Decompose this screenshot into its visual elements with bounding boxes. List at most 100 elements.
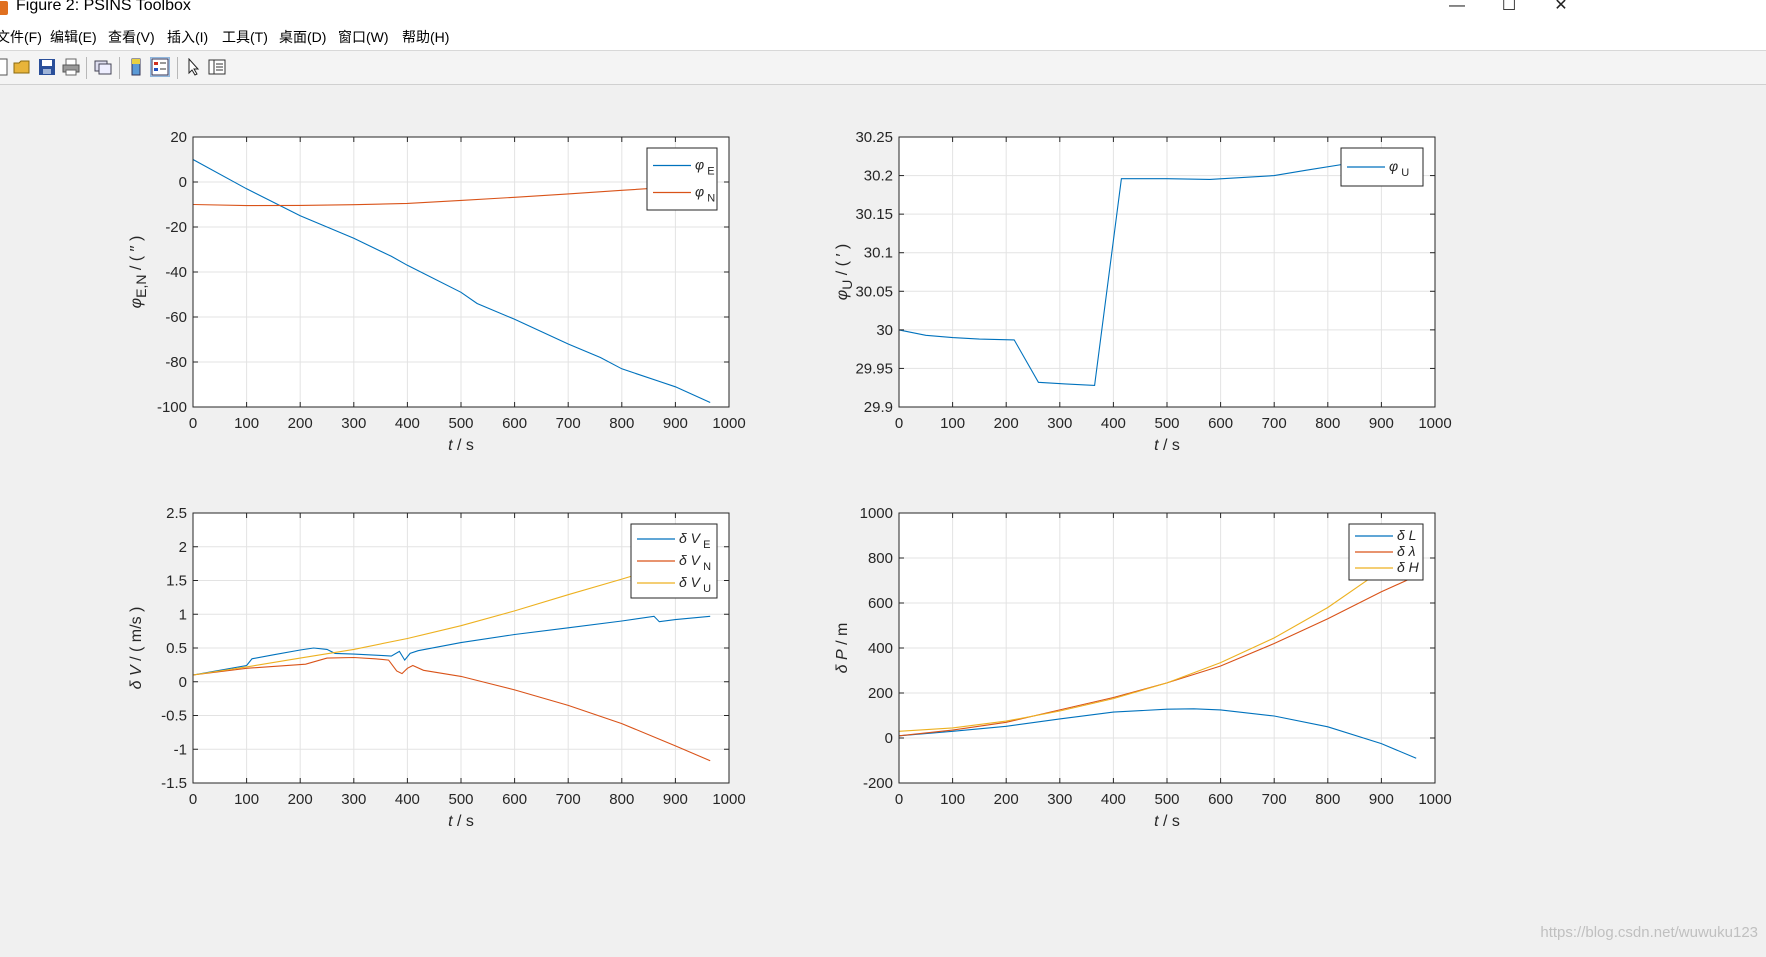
y-tick-label: 30.05 — [855, 283, 893, 300]
menu-window[interactable]: 窗口(W) — [338, 29, 389, 45]
x-tick-label: 200 — [288, 791, 313, 808]
save-icon[interactable] — [38, 58, 56, 76]
x-tick-label: 800 — [1315, 415, 1340, 432]
y-tick-label: 400 — [868, 640, 893, 657]
series-line-2 — [192, 187, 665, 207]
legend-icon[interactable] — [150, 57, 170, 77]
legend-entry: δ V U — [679, 574, 711, 595]
x-tick-label: 100 — [234, 415, 259, 432]
y-tick-label: 0 — [885, 730, 893, 747]
x-tick-label: 1000 — [1418, 791, 1451, 808]
y-axis-label: φU / ( ′ ) — [834, 244, 855, 300]
watermark: https://blog.csdn.net/wuwuku123 — [1540, 924, 1758, 941]
y-tick-label: -40 — [165, 264, 187, 281]
x-axis-label: t / s — [1154, 813, 1180, 830]
legend-entry: φ E — [695, 157, 715, 178]
y-axis-label: φE,N / ( ′′ ) — [128, 236, 149, 309]
legend-entry: δ L — [1397, 527, 1416, 543]
legend[interactable]: φ E φ N — [646, 147, 718, 211]
subplot-1[interactable]: 0 100 200 300 400 500 600 700 800 900 1000-100-80-… — [128, 129, 746, 454]
x-tick-label: 300 — [341, 791, 366, 808]
menu-view[interactable]: 查看(V) — [108, 29, 155, 45]
x-tick-label: 1000 — [712, 791, 745, 808]
legend-entry: δ V E — [679, 530, 710, 551]
menu-tools[interactable]: 工具(T) — [222, 29, 268, 45]
print-icon[interactable] — [62, 58, 80, 76]
x-tick-label: 600 — [1208, 415, 1233, 432]
x-tick-label: 1000 — [1418, 415, 1451, 432]
y-tick-label: -100 — [157, 399, 187, 416]
minimize-button[interactable]: — — [1449, 0, 1465, 14]
x-tick-label: 100 — [940, 791, 965, 808]
x-tick-label: 700 — [1262, 415, 1287, 432]
x-tick-label: 100 — [234, 791, 259, 808]
y-tick-label: 30.2 — [864, 168, 893, 185]
x-tick-label: 0 — [189, 415, 197, 432]
link-plot-icon[interactable] — [94, 58, 112, 76]
y-tick-label: -200 — [863, 775, 893, 792]
x-tick-label: 700 — [1262, 791, 1287, 808]
figure-canvas: 0 100 200 300 400 500 600 700 800 900 1000-100-80-… — [128, 129, 1452, 830]
y-tick-label: 30.1 — [864, 245, 893, 262]
series-line-1 — [898, 708, 1417, 759]
menu-desktop[interactable]: 桌面(D) — [279, 29, 327, 45]
legend[interactable]: δ V Eδ V Nδ V U — [630, 523, 718, 599]
y-tick-label: 0 — [179, 174, 187, 191]
y-tick-label: 1.5 — [166, 573, 187, 590]
x-tick-label: 900 — [1369, 415, 1394, 432]
x-axis-label: t / s — [448, 437, 474, 454]
pointer-icon[interactable] — [185, 57, 203, 76]
x-tick-label: 500 — [448, 415, 473, 432]
x-tick-label: 500 — [448, 791, 473, 808]
x-tick-label: 300 — [341, 415, 366, 432]
colorbar-icon[interactable] — [127, 58, 145, 76]
subplot-3[interactable]: 0 100 200 300 400 500 600 700 800 900 1000 -1.5 -1 -0… — [128, 505, 746, 830]
menu-edit[interactable]: 编辑(E) — [50, 29, 97, 45]
property-editor-icon[interactable] — [208, 58, 226, 76]
x-tick-label: 400 — [395, 791, 420, 808]
series-line-3 — [192, 570, 649, 676]
x-tick-label: 900 — [1369, 791, 1394, 808]
y-tick-label: 30.15 — [855, 206, 893, 223]
series-line-1 — [192, 159, 711, 404]
y-tick-label: 30 — [876, 322, 893, 339]
subplot-2[interactable]: 0 100 200 300 400 500 600 700 800 900 1000 29.9 29.9… — [834, 129, 1452, 454]
x-tick-label: 0 — [189, 791, 197, 808]
legend-entry: δ V N — [679, 552, 711, 573]
menu-help[interactable]: 帮助(H) — [402, 29, 450, 45]
legend[interactable]: φ U — [1340, 147, 1424, 187]
menu-file[interactable]: 文件(F) — [0, 29, 42, 45]
x-tick-label: 100 — [940, 415, 965, 432]
new-file-icon[interactable] — [0, 58, 10, 76]
window-title: Figure 2: PSINS Toolbox — [16, 0, 191, 14]
x-tick-label: 800 — [609, 791, 634, 808]
y-tick-label: 200 — [868, 685, 893, 702]
y-tick-label: 30.25 — [855, 129, 893, 146]
legend-entry: δ H — [1397, 559, 1420, 575]
y-axis-label: δ P / m — [834, 623, 851, 674]
legend[interactable]: δ Lδ λδ H — [1348, 523, 1424, 581]
y-tick-label: 800 — [868, 550, 893, 567]
series-line-1 — [192, 615, 711, 676]
legend-entry: φ N — [695, 184, 715, 205]
maximize-button[interactable]: ☐ — [1501, 0, 1517, 14]
x-tick-label: 1000 — [712, 415, 745, 432]
matlab-icon — [0, 1, 8, 15]
y-tick-label: 0.5 — [166, 640, 187, 657]
close-button[interactable]: ✕ — [1554, 0, 1568, 14]
open-folder-icon[interactable] — [13, 58, 31, 76]
x-tick-label: 600 — [502, 415, 527, 432]
y-axis-label: δ V / ( m/s ) — [128, 607, 145, 690]
menu-insert[interactable]: 插入(I) — [167, 29, 209, 45]
x-tick-label: 300 — [1047, 415, 1072, 432]
subplot-4[interactable]: 0 100 200 300 400 500 600 700 800 900 1000-2000200… — [834, 505, 1452, 830]
x-tick-label: 400 — [1101, 791, 1126, 808]
x-tick-label: 200 — [994, 415, 1019, 432]
legend-entry: δ λ — [1397, 543, 1416, 559]
y-tick-label: 20 — [170, 129, 187, 146]
x-tick-label: 500 — [1154, 415, 1179, 432]
x-tick-label: 200 — [288, 415, 313, 432]
y-tick-label: 2.5 — [166, 505, 187, 522]
legend-box — [646, 147, 718, 211]
y-tick-label: -1 — [174, 741, 187, 758]
